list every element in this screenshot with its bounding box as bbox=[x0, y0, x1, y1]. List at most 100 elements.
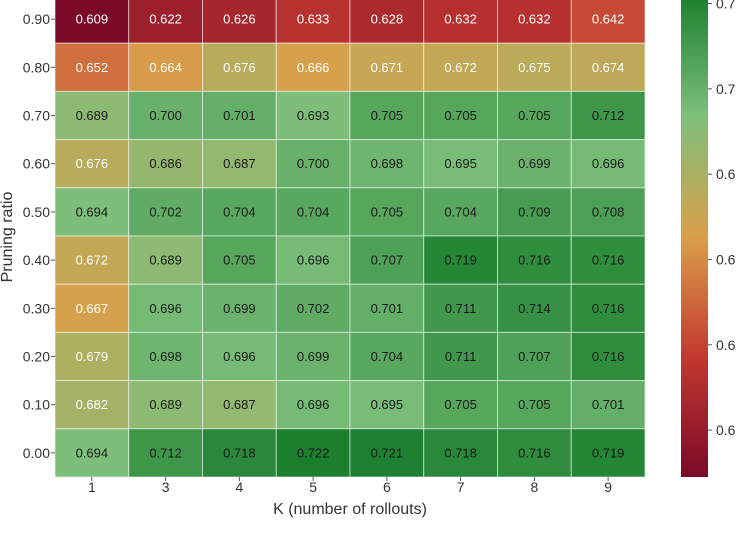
cell-value-label: 0.698 bbox=[149, 349, 182, 364]
heatmap-cell bbox=[275, 42, 351, 92]
heatmap-cell bbox=[349, 235, 425, 285]
cell-value-label: 0.679 bbox=[76, 349, 109, 364]
cell-value-label: 0.676 bbox=[76, 156, 109, 171]
x-tick-label: 3 bbox=[162, 479, 170, 495]
cell-value-label: 0.705 bbox=[371, 108, 404, 123]
y-tick-label: 0.10 bbox=[23, 397, 50, 413]
cell-value-label: 0.689 bbox=[149, 397, 182, 412]
colorbar-tick-label: 0.66 bbox=[716, 251, 736, 267]
cell-value-label: 0.704 bbox=[371, 349, 404, 364]
cell-value-label: 0.652 bbox=[76, 60, 109, 75]
heatmap-cell bbox=[423, 139, 498, 189]
cell-value-label: 0.666 bbox=[297, 60, 330, 75]
heatmap-cell bbox=[570, 331, 646, 382]
heatmap-cell bbox=[275, 428, 351, 478]
cell-value-label: 0.667 bbox=[76, 301, 109, 316]
x-tick-label: 9 bbox=[604, 479, 612, 495]
cell-value-label: 0.712 bbox=[592, 108, 625, 123]
cell-value-label: 0.705 bbox=[444, 108, 477, 123]
cell-value-label: 0.676 bbox=[223, 60, 256, 75]
cell-value-label: 0.693 bbox=[297, 108, 330, 123]
x-tick-label: 5 bbox=[309, 479, 317, 495]
cell-value-label: 0.707 bbox=[371, 253, 404, 268]
colorbar-ticks: 0.62 0.64 0.66 0.68 0.70 0.72 bbox=[708, 0, 736, 438]
cell-value-label: 0.671 bbox=[371, 60, 404, 75]
cell-value-label: 0.709 bbox=[518, 204, 551, 219]
cell-value-label: 0.712 bbox=[149, 445, 182, 460]
heatmap-cell bbox=[54, 331, 130, 382]
heatmap-cell bbox=[497, 187, 572, 237]
cell-value-label: 0.674 bbox=[592, 60, 625, 75]
heatmap-cell bbox=[349, 187, 425, 237]
y-tick-label: 0.20 bbox=[23, 349, 50, 365]
heatmap-cell bbox=[128, 235, 203, 285]
heatmap-cell bbox=[497, 235, 572, 285]
cell-value-label: 0.714 bbox=[518, 301, 551, 316]
cell-value-label: 0.716 bbox=[592, 301, 625, 316]
cell-value-label: 0.622 bbox=[149, 12, 182, 27]
colorbar-tick-label: 0.68 bbox=[716, 166, 736, 182]
cell-value-label: 0.699 bbox=[518, 156, 551, 171]
heatmap-cell bbox=[202, 0, 277, 44]
heatmap-cell bbox=[275, 0, 351, 44]
y-tick-label: 0.60 bbox=[23, 156, 50, 172]
heatmap-cell bbox=[275, 139, 351, 189]
cell-value-label: 0.609 bbox=[76, 12, 109, 27]
heatmap-cell bbox=[128, 428, 203, 478]
heatmap-cell bbox=[202, 331, 277, 382]
heatmap-cell bbox=[497, 90, 572, 141]
heatmap-cell bbox=[423, 187, 498, 237]
cell-value-label: 0.716 bbox=[592, 349, 625, 364]
cell-value-label: 0.719 bbox=[444, 253, 477, 268]
cell-value-label: 0.672 bbox=[444, 60, 477, 75]
cell-value-label: 0.642 bbox=[592, 12, 625, 27]
cell-value-label: 0.698 bbox=[371, 156, 404, 171]
heatmap-cell bbox=[570, 187, 646, 237]
heatmap-cell bbox=[349, 139, 425, 189]
heatmap-cell bbox=[497, 42, 572, 92]
heatmap-cell bbox=[202, 90, 277, 141]
cell-value-label: 0.696 bbox=[297, 253, 330, 268]
heatmap-cell bbox=[497, 283, 572, 333]
cell-value-label: 0.722 bbox=[297, 445, 330, 460]
heatmap-cell bbox=[128, 42, 203, 92]
heatmap-cell bbox=[275, 235, 351, 285]
x-tick-label: 7 bbox=[457, 479, 465, 495]
cell-value-label: 0.696 bbox=[297, 397, 330, 412]
y-tick-label: 0.50 bbox=[23, 204, 50, 220]
heatmap-cell bbox=[128, 139, 203, 189]
cell-value-label: 0.632 bbox=[444, 12, 477, 27]
cell-value-label: 0.704 bbox=[223, 204, 256, 219]
cell-value-label: 0.687 bbox=[223, 156, 256, 171]
heatmap-cell bbox=[570, 283, 646, 333]
colorbar-tick-label: 0.72 bbox=[716, 0, 736, 12]
colorbar-gradient bbox=[681, 0, 708, 477]
cell-value-label: 0.707 bbox=[518, 349, 551, 364]
heatmap-cell bbox=[202, 187, 277, 237]
cell-value-label: 0.633 bbox=[297, 12, 330, 27]
heatmap-cell bbox=[349, 0, 425, 44]
cell-value-label: 0.699 bbox=[297, 349, 330, 364]
cell-value-label: 0.699 bbox=[223, 301, 256, 316]
cell-value-label: 0.682 bbox=[76, 397, 109, 412]
cell-value-label: 0.704 bbox=[444, 204, 477, 219]
cell-value-label: 0.689 bbox=[76, 108, 109, 123]
y-tick-label: 0.80 bbox=[23, 59, 50, 75]
cell-value-label: 0.716 bbox=[518, 445, 551, 460]
cell-value-label: 0.718 bbox=[223, 445, 256, 460]
cell-value-label: 0.701 bbox=[371, 301, 404, 316]
heatmap-cell bbox=[423, 283, 498, 333]
heatmap-cell bbox=[570, 428, 646, 478]
cell-value-label: 0.705 bbox=[223, 253, 256, 268]
heatmap-cell bbox=[275, 380, 351, 430]
cell-value-label: 0.700 bbox=[149, 108, 182, 123]
cell-value-label: 0.694 bbox=[76, 445, 109, 460]
heatmap-cell bbox=[570, 42, 646, 92]
cell-value-label: 0.705 bbox=[444, 397, 477, 412]
cell-value-label: 0.700 bbox=[297, 156, 330, 171]
cell-value-label: 0.705 bbox=[518, 108, 551, 123]
heatmap-cell bbox=[423, 42, 498, 92]
heatmap-cell bbox=[128, 380, 203, 430]
heatmap-cell bbox=[497, 0, 572, 44]
x-axis-ticks: 1 3 4 5 6 7 8 9 bbox=[88, 477, 612, 495]
